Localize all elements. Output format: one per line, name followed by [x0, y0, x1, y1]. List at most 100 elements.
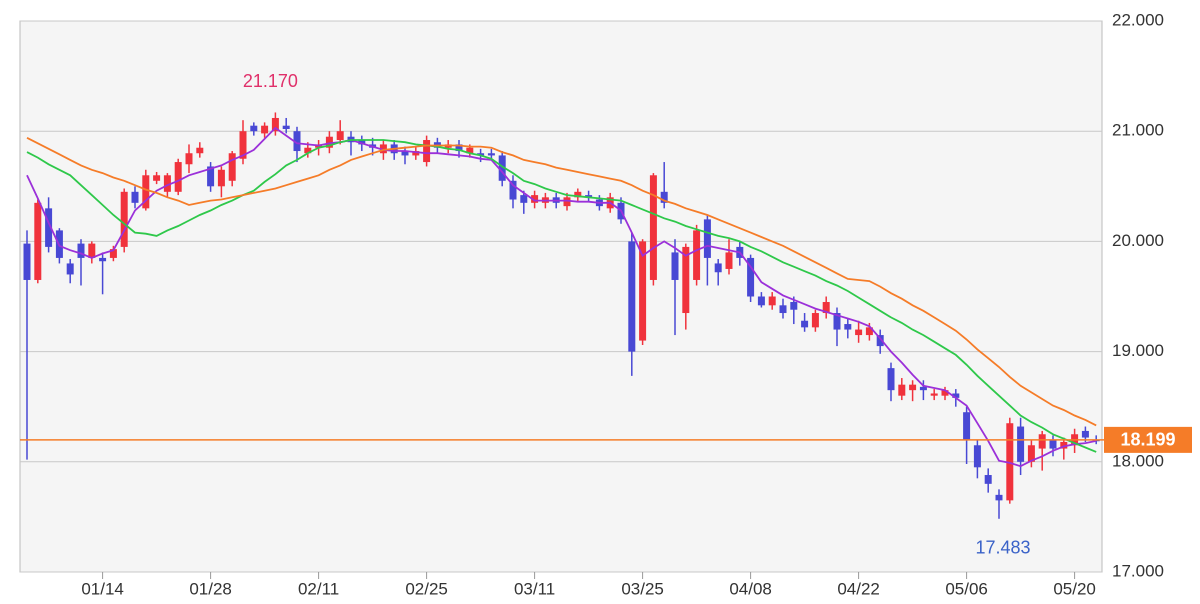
candle-body	[88, 243, 96, 258]
candle-body	[909, 384, 917, 391]
candle-body	[682, 246, 690, 314]
x-tick-label: 04/08	[729, 579, 772, 598]
candle-body	[628, 241, 636, 352]
ma-line	[26, 139, 1097, 453]
candle-body	[1017, 426, 1025, 462]
candle-body	[142, 175, 150, 209]
candle-body	[865, 327, 873, 336]
candle-body	[99, 257, 107, 262]
candle-body	[304, 147, 312, 154]
candle-body	[801, 320, 809, 328]
x-tick-label: 02/11	[298, 579, 339, 598]
candle-body	[401, 151, 409, 156]
y-tick-label: 22.000	[1112, 10, 1164, 29]
candle-body	[1081, 430, 1089, 438]
ma-line	[26, 136, 1097, 427]
candle-body	[423, 140, 431, 163]
candle-body	[120, 191, 128, 247]
candle-body	[1038, 434, 1046, 449]
candle-body	[1060, 441, 1068, 449]
candle-body	[703, 219, 711, 258]
candle-body	[163, 175, 171, 192]
x-tick-label: 01/28	[189, 579, 232, 598]
candle-body	[963, 412, 971, 440]
candle-body	[196, 147, 204, 154]
candle-body	[941, 390, 949, 396]
candle-body	[930, 393, 938, 396]
candle-body	[779, 305, 787, 314]
candle-body	[34, 202, 42, 280]
candle-body	[185, 153, 193, 165]
candle-body	[336, 131, 344, 141]
candle-body	[790, 302, 798, 310]
candle-body	[1049, 439, 1057, 449]
candle-body	[531, 195, 539, 203]
candle-body	[887, 368, 895, 391]
candle-body	[1006, 423, 1014, 501]
candle-body	[919, 386, 927, 391]
candle-body	[822, 302, 830, 314]
x-tick-label: 02/25	[405, 579, 448, 598]
candle-body	[757, 296, 765, 306]
candle-body	[811, 313, 819, 328]
candle-body	[261, 125, 269, 134]
candle-body	[639, 241, 647, 341]
candle-body	[282, 125, 290, 129]
candle-body	[23, 243, 31, 280]
candle-body	[844, 324, 852, 330]
candle-body	[271, 117, 279, 132]
candle-body	[477, 153, 485, 156]
x-tick-label: 01/14	[81, 579, 124, 598]
candle-body	[574, 191, 582, 198]
candle-body	[660, 191, 668, 203]
candle-body	[466, 147, 474, 154]
x-tick-label: 05/20	[1053, 579, 1096, 598]
candle-body	[585, 195, 593, 198]
candle-body	[714, 263, 722, 273]
candle-body	[725, 252, 733, 269]
candle-body	[358, 140, 366, 145]
x-tick-label: 03/11	[514, 579, 555, 598]
candle-body	[855, 329, 863, 336]
candle-body	[325, 136, 333, 148]
candle-body	[412, 151, 420, 156]
candle-body	[250, 125, 258, 132]
candle-body	[77, 243, 85, 258]
candle-body	[45, 208, 53, 247]
y-tick-label: 18.000	[1112, 451, 1164, 470]
y-tick-label: 20.000	[1112, 231, 1164, 250]
x-tick-label: 05/06	[945, 579, 988, 598]
candle-body	[174, 162, 182, 192]
candle-body	[509, 180, 517, 200]
x-tick-label: 03/25	[621, 579, 664, 598]
candle-body	[952, 393, 960, 398]
candle-body	[498, 155, 506, 181]
y-tick-label: 17.000	[1112, 561, 1164, 580]
candle-body	[520, 195, 528, 203]
candle-body	[984, 475, 992, 484]
low-annotation: 17.483	[975, 538, 1030, 558]
candle-body	[833, 313, 841, 330]
candle-body	[973, 445, 981, 468]
candle-body	[109, 249, 117, 258]
y-tick-label: 21.000	[1112, 121, 1164, 140]
candle-body	[228, 153, 236, 181]
candle-body	[693, 230, 701, 280]
candle-body	[898, 384, 906, 396]
candle-body	[217, 169, 225, 187]
plot-area	[19, 20, 1103, 573]
candle-body	[239, 131, 247, 159]
last-price-label: 18.199	[1120, 430, 1175, 450]
candle-body	[563, 197, 571, 207]
candle-body	[876, 335, 884, 347]
candle-body	[768, 296, 776, 306]
x-tick-label: 04/22	[837, 579, 880, 598]
candle-body	[487, 153, 495, 156]
candle-body	[747, 257, 755, 297]
candle-body	[66, 263, 74, 275]
high-annotation: 21.170	[243, 71, 298, 91]
candle-body	[995, 494, 1003, 501]
candle-body	[131, 191, 139, 203]
y-tick-label: 19.000	[1112, 341, 1164, 360]
